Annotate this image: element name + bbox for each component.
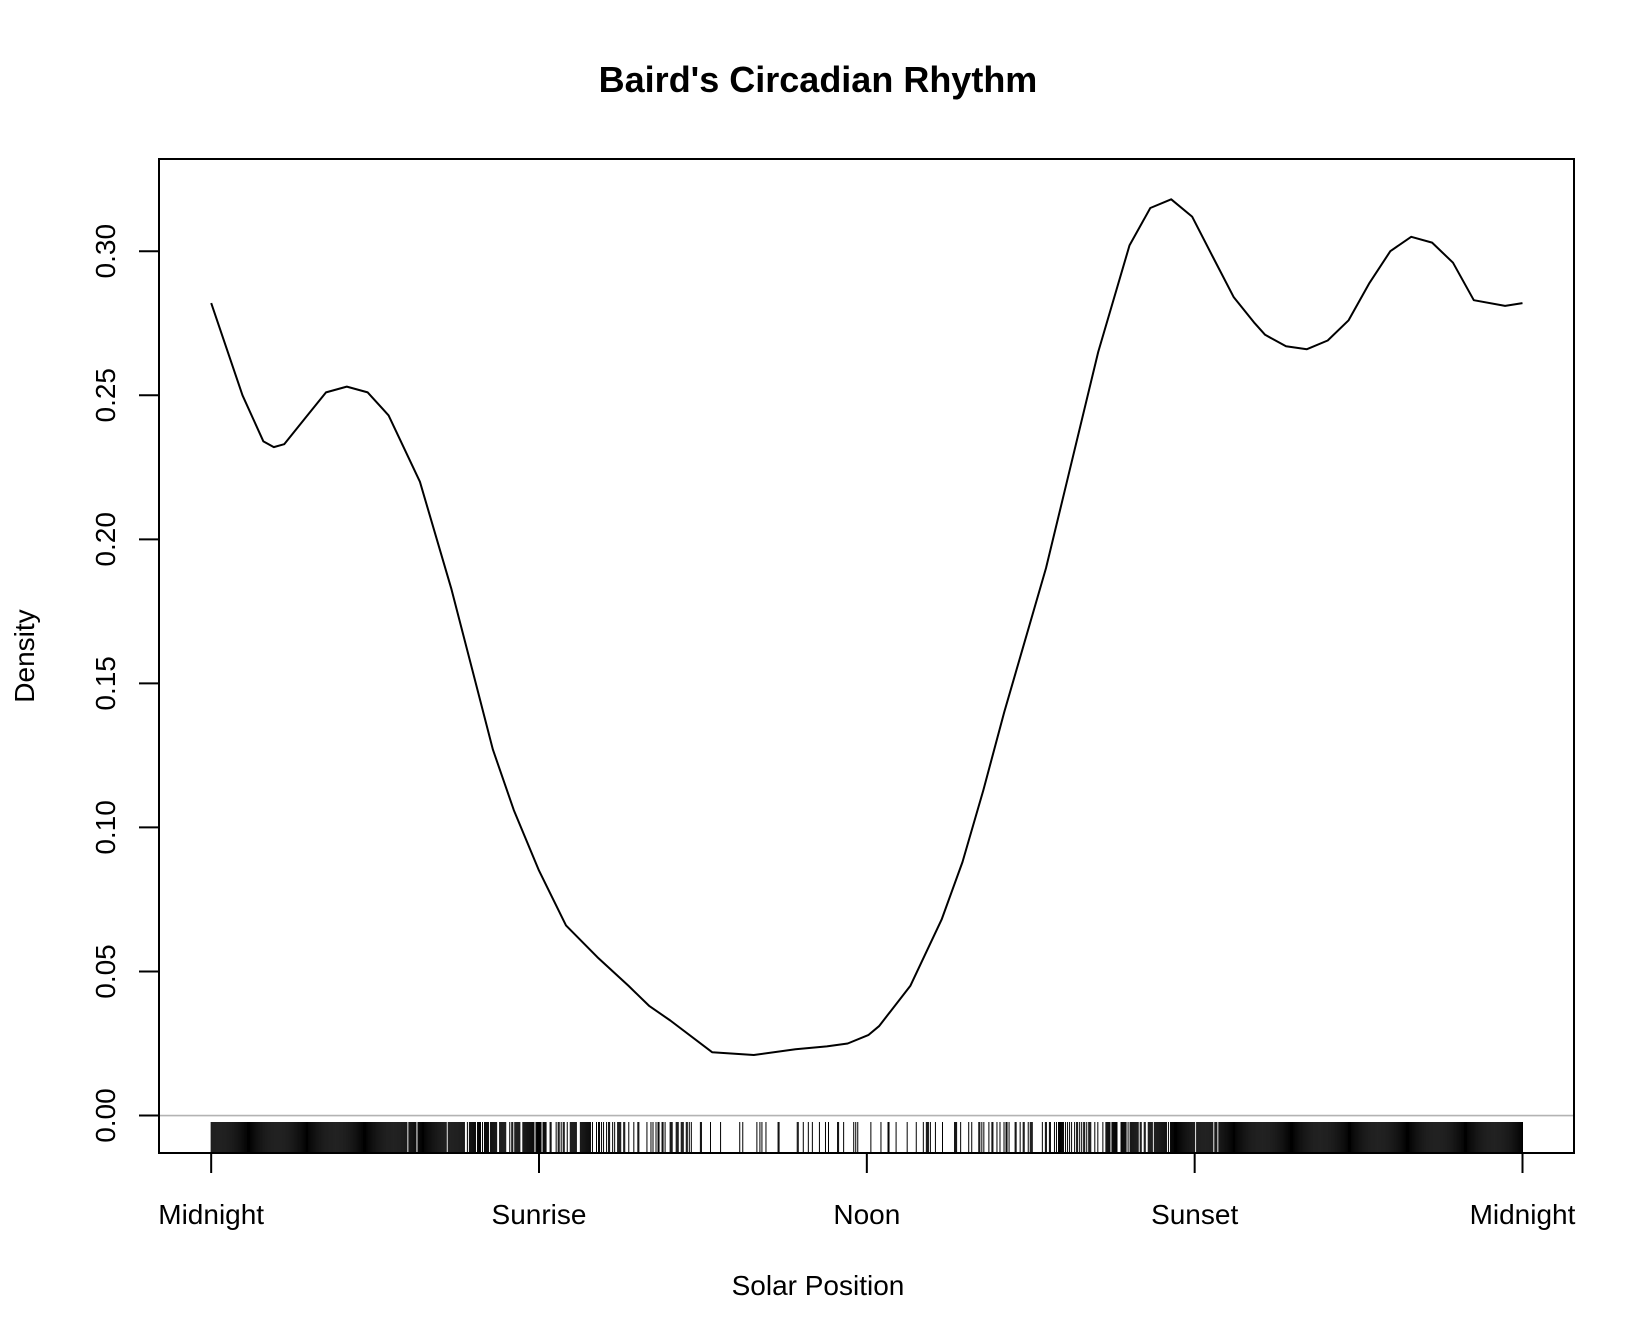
- y-tick-label: 0.15: [90, 656, 121, 711]
- x-tick-label: Midnight: [158, 1199, 264, 1230]
- chart-title: Baird's Circadian Rhythm: [599, 59, 1038, 100]
- y-tick-label: 0.25: [90, 368, 121, 423]
- y-tick-label: 0.00: [90, 1088, 121, 1143]
- x-axis-title: Solar Position: [732, 1270, 905, 1301]
- x-tick-label: Sunset: [1151, 1199, 1238, 1230]
- y-tick-label: 0.10: [90, 800, 121, 855]
- y-tick-label: 0.30: [90, 224, 121, 278]
- y-tick-label: 0.05: [90, 944, 121, 999]
- plot-frame: [158, 158, 1575, 1154]
- y-tick-label: 0.20: [90, 512, 121, 567]
- x-tick-label: Midnight: [1470, 1199, 1576, 1230]
- x-tick-label: Sunrise: [492, 1199, 587, 1230]
- y-axis-title: Density: [9, 609, 40, 702]
- density-curve: [210, 198, 1523, 1056]
- plot-area: Midnight Sunrise Noon Sunset Midnight 0.00 0.0…: [90, 158, 1576, 1230]
- rug-marks: [210, 1122, 1523, 1152]
- x-tick-label: Noon: [833, 1199, 900, 1230]
